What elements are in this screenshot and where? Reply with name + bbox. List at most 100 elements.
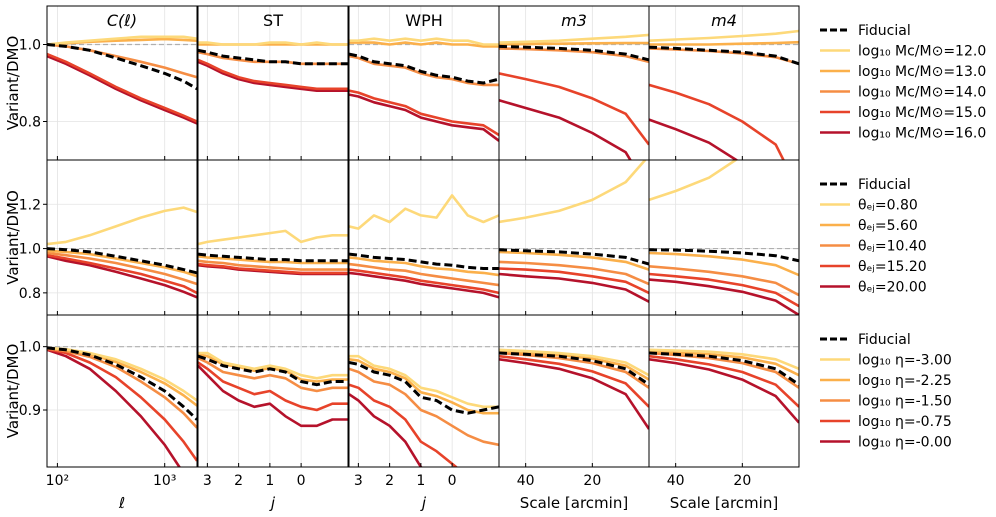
series-line [47, 54, 197, 125]
series-line [198, 229, 348, 246]
x-tick-label: 40 [667, 473, 685, 489]
series-line [349, 367, 499, 447]
series-line [649, 40, 799, 46]
x-axis-label: j [420, 494, 427, 512]
series-line [47, 206, 197, 246]
y-axis-label: Variant/DMO [4, 344, 22, 439]
column-title: m3 [561, 11, 587, 30]
x-axis-label: Scale [arcmin] [520, 494, 628, 512]
legend-entry-label: Fiducial [858, 23, 911, 39]
series-line [349, 262, 499, 287]
series-line [198, 351, 348, 380]
fiducial-line [198, 252, 348, 263]
fiducial-line [349, 361, 499, 415]
series-line [47, 249, 197, 278]
series-line [47, 347, 197, 429]
x-tick-label: 0 [448, 473, 457, 489]
x-tick-label: 2 [385, 473, 394, 489]
column-title: C(ℓ) [107, 11, 137, 30]
series-line [198, 255, 348, 265]
series-line [499, 351, 649, 389]
series-line [198, 356, 348, 393]
x-tick-label: 3 [203, 473, 212, 489]
panel-frame [648, 159, 800, 316]
x-axis-label: ℓ [118, 494, 125, 512]
panel-frame [46, 314, 198, 468]
fiducial-line [499, 44, 649, 62]
fiducial-line [649, 351, 799, 386]
series-line [198, 361, 348, 412]
series-line [47, 52, 197, 123]
series-line [198, 262, 348, 275]
legend-entry-label: log₁₀ η=-0.00 [858, 435, 952, 451]
series-line [649, 251, 799, 277]
column-title: WPH [405, 11, 443, 30]
legend-entry-label: log₁₀ Mᴄ/M⊙=15.0 [858, 105, 986, 121]
series-line [349, 393, 423, 467]
series-line [499, 33, 649, 44]
series-line [349, 194, 499, 230]
fiducial-line [198, 48, 348, 66]
x-axis-label: Scale [arcmin] [670, 494, 778, 512]
y-axis-label: Variant/DMO [4, 190, 22, 285]
legend-entry-label: θₑⱼ=20.00 [858, 280, 927, 296]
y-tick-label: 1.0 [19, 340, 41, 356]
series-line [198, 364, 348, 428]
y-tick-label: 0.9 [19, 403, 41, 419]
legend-entry-label: log₁₀ Mᴄ/M⊙=16.0 [858, 126, 986, 142]
y-tick-label: 1.2 [19, 197, 41, 213]
x-axis-label: j [269, 494, 276, 512]
series-line [47, 253, 197, 295]
series-line [47, 347, 197, 462]
series-line [198, 41, 348, 46]
fiducial-line [198, 354, 348, 387]
series-line [349, 271, 499, 299]
series-line [649, 265, 799, 297]
series-line [649, 29, 799, 42]
series-line [649, 349, 799, 377]
series-line [349, 41, 499, 48]
series-layer [47, 29, 799, 467]
series-line [499, 47, 649, 64]
y-tick-label: 1.0 [19, 38, 41, 54]
legend-entry-label: log₁₀ Mᴄ/M⊙=14.0 [858, 85, 986, 101]
x-tick-label: 2 [234, 473, 243, 489]
series-line [499, 160, 647, 224]
panel-frame [648, 314, 800, 468]
legend-entry-label: θₑⱼ=15.20 [858, 259, 927, 275]
column-title: m4 [711, 11, 737, 30]
panel-frame [46, 159, 198, 316]
series-line [349, 268, 499, 295]
series-line [349, 37, 499, 46]
x-tick-label: 20 [733, 473, 751, 489]
legend-entry-label: log₁₀ η=-3.00 [858, 353, 952, 369]
x-tick-label: 3 [354, 473, 363, 489]
series-line [349, 54, 499, 87]
series-line [649, 354, 799, 408]
fiducial-line [349, 52, 499, 85]
series-line [649, 118, 739, 160]
series-line [349, 256, 499, 277]
series-line [47, 251, 197, 286]
series-line [349, 89, 499, 137]
series-line [47, 346, 197, 402]
panel-frame [197, 314, 349, 468]
legend-entry-label: log₁₀ η=-0.75 [858, 414, 952, 430]
series-line [349, 383, 459, 467]
series-line [649, 160, 739, 202]
series-line [499, 41, 649, 46]
series-line [47, 43, 197, 79]
fiducial-line [47, 247, 197, 275]
series-line [198, 259, 348, 271]
panel-frame [498, 159, 650, 316]
fiducial-line [649, 248, 799, 263]
y-tick-label: 1.0 [19, 242, 41, 258]
fiducial-line [349, 252, 499, 270]
legend-entry-label: log₁₀ Mᴄ/M⊙=13.0 [858, 64, 986, 80]
series-line [649, 272, 799, 308]
y-axis-label: Variant/DMO [4, 36, 22, 131]
fiducial-line [47, 43, 197, 91]
series-line [499, 267, 649, 295]
